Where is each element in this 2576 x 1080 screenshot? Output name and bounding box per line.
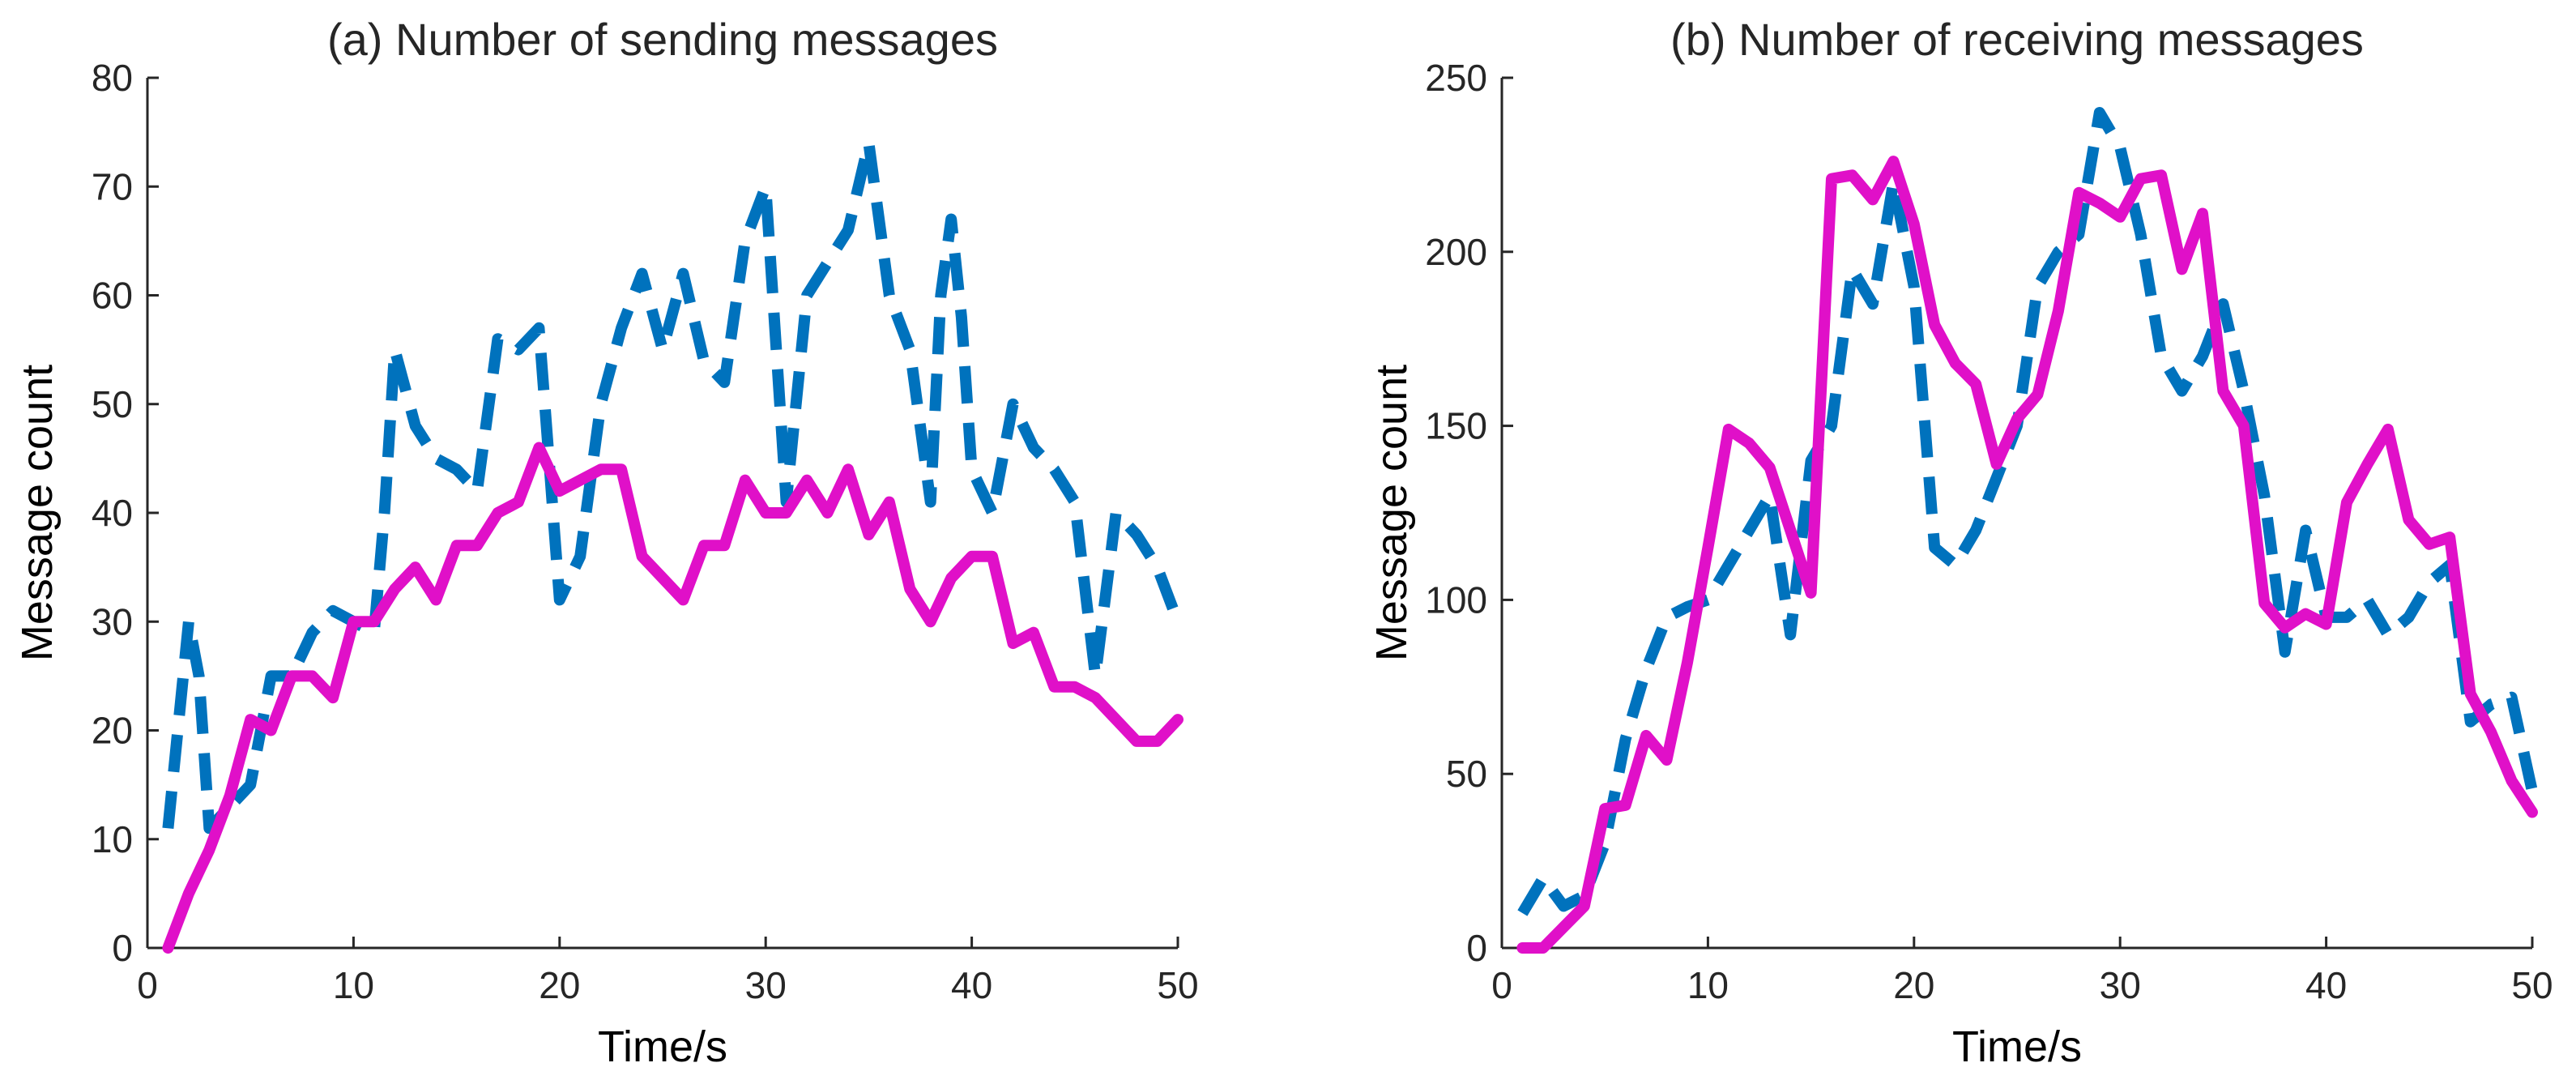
dashed-series-line xyxy=(1517,107,2538,916)
y-axis-label: Message count xyxy=(13,365,62,661)
dashed-series-line xyxy=(162,137,1184,835)
x-tick-label: 0 xyxy=(137,964,158,1006)
solid-series-line xyxy=(162,442,1184,954)
y-tick-label: 0 xyxy=(1466,927,1487,969)
solid-series-line xyxy=(1516,156,2538,954)
x-tick-label: 10 xyxy=(1687,964,1729,1006)
x-tick-label: 50 xyxy=(1157,964,1198,1006)
y-axis-label: Message count xyxy=(1367,365,1416,661)
y-tick-label: 100 xyxy=(1425,578,1487,621)
x-tick-label: 20 xyxy=(1893,964,1934,1006)
x-tick-label: 0 xyxy=(1491,964,1512,1006)
y-tick-label: 0 xyxy=(112,927,133,969)
x-tick-label: 10 xyxy=(333,964,374,1006)
y-tick-label: 40 xyxy=(92,492,133,534)
y-tick-label: 10 xyxy=(92,818,133,860)
y-tick-label: 200 xyxy=(1425,231,1487,273)
y-tick-label: 70 xyxy=(92,165,133,207)
axes: 0 10 20 30 40 50 60 70 80 0 10 20 30 40 50 xyxy=(92,57,1199,1006)
y-tick-label: 30 xyxy=(92,600,133,642)
y-tick-label: 80 xyxy=(92,57,133,99)
chart-title: (b) Number of receiving messages xyxy=(1670,14,2364,65)
x-axis-label: Time/s xyxy=(1952,1022,2082,1071)
plot-area xyxy=(162,137,1184,954)
x-axis-label: Time/s xyxy=(598,1022,727,1071)
y-tick-label: 150 xyxy=(1425,405,1487,447)
x-tick-label: 20 xyxy=(539,964,580,1006)
x-tick-label: 40 xyxy=(2305,964,2347,1006)
y-tick-label: 60 xyxy=(92,275,133,317)
x-tick-label: 30 xyxy=(745,964,787,1006)
y-tick-label: 20 xyxy=(92,710,133,752)
chart-sending-messages: (a) Number of sending messages Time/s Me… xyxy=(13,14,1199,1071)
y-tick-label: 50 xyxy=(92,383,133,425)
y-tick-label: 250 xyxy=(1425,57,1487,99)
x-tick-label: 40 xyxy=(951,964,992,1006)
x-tick-label: 50 xyxy=(2511,964,2553,1006)
axes: 0 50 100 150 200 250 0 10 20 30 40 50 xyxy=(1425,57,2553,1006)
chart-title: (a) Number of sending messages xyxy=(327,14,998,65)
chart-receiving-messages: (b) Number of receiving messages Time/s … xyxy=(1367,14,2553,1071)
y-tick-label: 50 xyxy=(1446,753,1487,795)
plot-area xyxy=(1516,107,2538,954)
x-tick-label: 30 xyxy=(2100,964,2141,1006)
